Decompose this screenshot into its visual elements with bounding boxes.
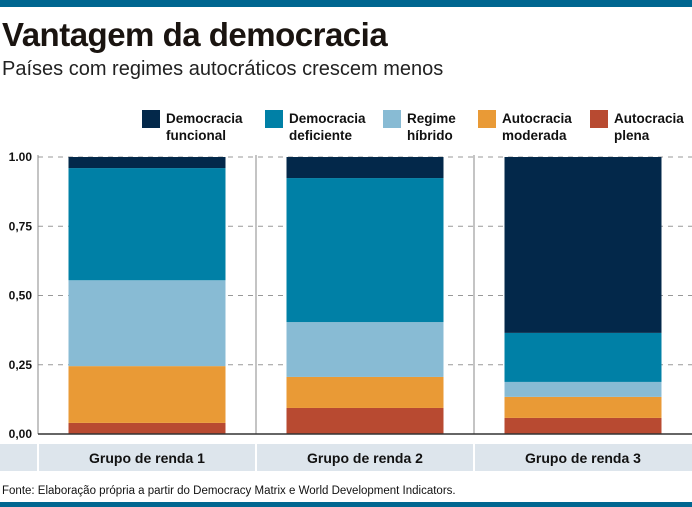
category-band bbox=[0, 444, 692, 471]
legend-label: Democracia bbox=[166, 111, 243, 126]
bar-segment-autocracia-moderada bbox=[286, 376, 444, 408]
legend-label: Autocracia bbox=[502, 111, 572, 126]
legend-swatch bbox=[142, 110, 160, 128]
bar-segment-regime-híbrido bbox=[504, 381, 662, 397]
legend-label: plena bbox=[614, 128, 650, 143]
bar-segment-regime-híbrido bbox=[68, 280, 226, 367]
bar-segment-democracia-deficiente bbox=[286, 178, 444, 323]
legend-label: Regime bbox=[407, 111, 456, 126]
legend-swatch bbox=[590, 110, 608, 128]
source-note: Fonte: Elaboração própria a partir do De… bbox=[2, 485, 456, 497]
bar-segment-democracia-funcional bbox=[286, 157, 444, 179]
category-label: Grupo de renda 1 bbox=[89, 450, 205, 466]
y-tick-label: 0,50 bbox=[9, 289, 33, 303]
chart-title: Vantagem da democracia bbox=[2, 16, 388, 53]
bar-segment-democracia-funcional bbox=[504, 157, 662, 333]
bar-segment-democracia-deficiente bbox=[68, 168, 226, 281]
legend-swatch bbox=[265, 110, 283, 128]
bar-segment-autocracia-plena bbox=[286, 407, 444, 434]
y-tick-label: 1.00 bbox=[9, 150, 33, 164]
chart-subtitle: Países com regimes autocráticos crescem … bbox=[2, 58, 444, 80]
legend-label: Democracia bbox=[289, 111, 366, 126]
y-tick-label: 0,00 bbox=[9, 427, 33, 441]
category-band-gap bbox=[37, 444, 39, 471]
y-tick-label: 0,25 bbox=[9, 358, 33, 372]
legend-label: moderada bbox=[502, 128, 567, 143]
bar-segment-democracia-funcional bbox=[68, 157, 226, 169]
bar-segment-autocracia-plena bbox=[504, 417, 662, 434]
legend-label: funcional bbox=[166, 128, 226, 143]
bar-segment-regime-híbrido bbox=[286, 322, 444, 377]
legend-label: deficiente bbox=[289, 128, 353, 143]
legend-label: Autocracia bbox=[614, 111, 684, 126]
legend-swatch bbox=[383, 110, 401, 128]
y-tick-label: 0,75 bbox=[9, 219, 33, 233]
bar-segment-autocracia-plena bbox=[68, 422, 226, 434]
category-label: Grupo de renda 3 bbox=[525, 450, 641, 466]
bar-segment-autocracia-moderada bbox=[68, 366, 226, 423]
bottom-frame-bar bbox=[0, 502, 692, 507]
bar-segment-autocracia-moderada bbox=[504, 396, 662, 418]
bar-segment-democracia-deficiente bbox=[504, 332, 662, 382]
category-label: Grupo de renda 2 bbox=[307, 450, 423, 466]
legend-swatch bbox=[478, 110, 496, 128]
category-band-gap bbox=[255, 444, 257, 471]
category-band-gap bbox=[473, 444, 475, 471]
legend-label: híbrido bbox=[407, 128, 453, 143]
top-frame-bar bbox=[0, 0, 692, 7]
